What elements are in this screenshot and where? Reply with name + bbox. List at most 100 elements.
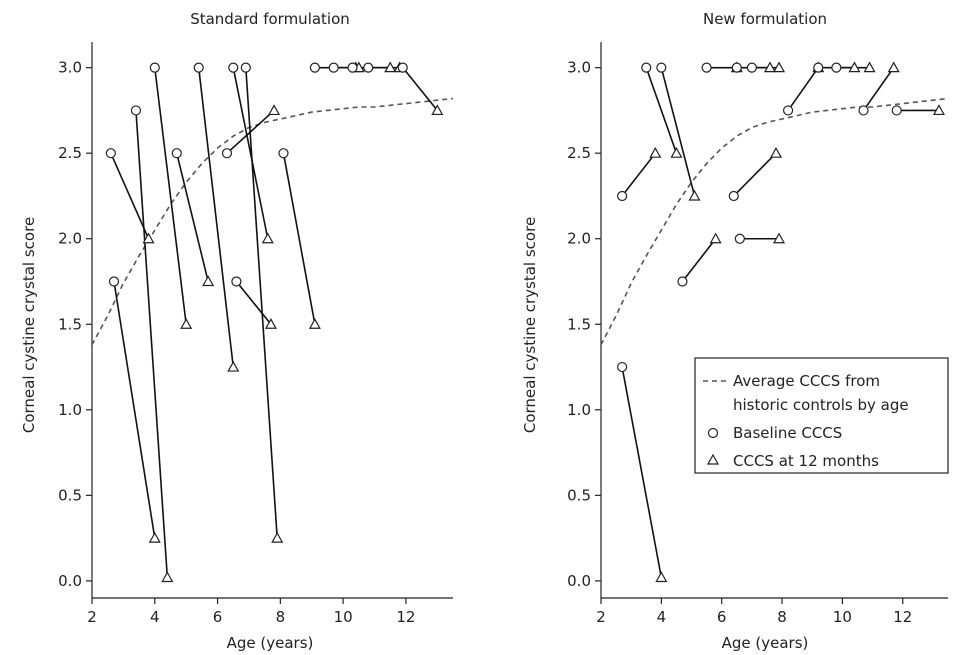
legend-label-average: Average CCCS from	[733, 372, 880, 390]
legend-box	[694, 357, 949, 474]
baseline-point	[782, 105, 794, 116]
month12-point	[264, 318, 277, 329]
y-tick-label: 3.0	[567, 59, 591, 77]
legend-circle-swatch	[707, 427, 719, 439]
baseline-point	[108, 276, 120, 287]
patient-change-line	[862, 67, 895, 111]
baseline-point	[240, 62, 251, 73]
patient-change-line	[113, 281, 156, 539]
patient-change-line	[621, 366, 663, 578]
month12-point	[688, 189, 701, 201]
baseline-point	[701, 62, 712, 73]
average-curve	[91, 97, 454, 346]
month12-point	[142, 232, 155, 244]
month12-point	[773, 232, 786, 244]
x-tick-label: 8	[777, 608, 787, 626]
patient-change-line	[621, 152, 656, 197]
axes: 0.0 0.5 1.0 1.5 2.0 2.5 3.0 2 4 6 8 10 12	[567, 42, 948, 626]
month12-point	[161, 571, 174, 583]
baseline-point	[617, 361, 628, 373]
baseline-point	[347, 62, 358, 73]
month12-point	[268, 104, 281, 116]
baseline-point	[831, 62, 842, 73]
patient-change-line	[787, 67, 819, 111]
patient-change-line	[232, 67, 269, 239]
baseline-point	[231, 276, 242, 287]
legend-label-baseline: Baseline CCCS	[733, 424, 842, 442]
y-tick-label: 1.0	[567, 401, 591, 419]
y-tick-label: 1.5	[58, 315, 82, 333]
patient-change-line	[681, 238, 717, 282]
x-tick-label: 12	[893, 608, 912, 626]
month12-point	[431, 104, 444, 116]
legend: Average CCCS from historic controls by a…	[694, 357, 949, 474]
month12-point	[887, 61, 900, 73]
baseline-point	[363, 62, 374, 73]
panel-new-formulation: New formulation Corneal cystine crystal …	[521, 10, 949, 652]
x-tick-label: 2	[596, 608, 606, 626]
y-tick-label: 2.0	[567, 230, 591, 248]
month12-point	[271, 531, 284, 543]
x-axis-label: Age (years)	[227, 634, 314, 652]
month12-point	[773, 61, 786, 73]
month12-point	[848, 61, 861, 73]
panel-title: Standard formulation	[190, 10, 350, 28]
y-axis-label: Corneal cystine crystal score	[521, 217, 539, 433]
x-tick-label: 6	[213, 608, 223, 626]
patient-pairs	[617, 61, 945, 583]
baseline-point	[309, 62, 320, 73]
baseline-point	[228, 62, 239, 73]
y-tick-label: 1.0	[58, 401, 82, 419]
baseline-point	[813, 62, 824, 73]
patient-pairs	[105, 61, 444, 583]
baseline-point	[328, 62, 339, 73]
baseline-point	[171, 148, 182, 159]
month12-point	[670, 146, 683, 158]
baseline-point	[193, 62, 204, 73]
month12-point	[148, 531, 161, 543]
patient-change-line	[153, 67, 187, 325]
month12-point	[227, 360, 240, 372]
x-axis-label: Age (years)	[722, 634, 809, 652]
baseline-point	[130, 105, 142, 116]
y-tick-label: 2.5	[567, 144, 591, 162]
month12-point	[202, 275, 215, 287]
patient-change-line	[733, 152, 777, 197]
month12-point	[261, 232, 274, 244]
month12-point	[180, 318, 193, 329]
baseline-point	[105, 148, 116, 159]
patient-change-line	[175, 153, 209, 282]
month12-point	[384, 61, 397, 73]
patient-change-line	[110, 152, 150, 240]
y-tick-label: 3.0	[58, 59, 82, 77]
month12-point	[655, 571, 668, 583]
month12-point	[763, 61, 776, 73]
month12-point	[308, 318, 321, 329]
patient-change-line	[645, 67, 678, 154]
x-tick-label: 4	[657, 608, 667, 626]
x-tick-label: 4	[150, 608, 160, 626]
legend-triangle-swatch	[706, 453, 720, 465]
x-tick-label: 8	[276, 608, 286, 626]
panel-standard-formulation: Standard formulation Corneal cystine cry…	[20, 10, 454, 652]
y-tick-label: 2.5	[58, 144, 82, 162]
baseline-point	[278, 148, 289, 159]
patient-change-line	[135, 110, 169, 578]
patient-change-line	[197, 67, 235, 368]
patient-change-line	[402, 67, 438, 111]
y-tick-label: 0.0	[58, 572, 82, 590]
baseline-point	[731, 62, 742, 73]
baseline-point	[149, 62, 160, 73]
patient-change-line	[660, 67, 696, 197]
patient-change-line	[235, 281, 272, 325]
baseline-point	[677, 276, 688, 287]
baseline-point	[746, 62, 757, 73]
month12-point	[769, 146, 783, 158]
y-tick-label: 0.5	[567, 486, 591, 504]
baseline-point	[728, 190, 739, 202]
average-curve-line	[91, 97, 454, 346]
month12-point	[649, 146, 662, 158]
month12-point	[932, 104, 945, 116]
month12-point	[709, 232, 722, 244]
